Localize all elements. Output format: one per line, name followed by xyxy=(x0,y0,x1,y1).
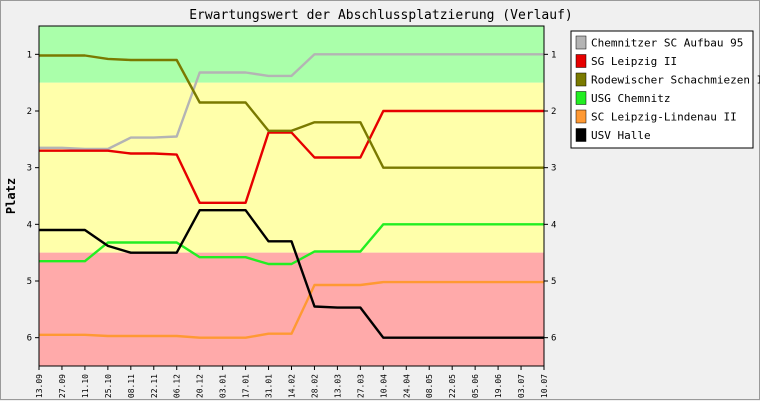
legend-label-4: SC Leipzig-Lindenau II xyxy=(591,111,737,124)
y-axis-label: Platz xyxy=(4,178,18,214)
x-tick-label: 25.10 xyxy=(104,374,113,398)
legend-swatch-5 xyxy=(575,128,587,142)
legend-swatch-2 xyxy=(575,72,587,87)
x-tick-label: 19.06 xyxy=(494,374,503,398)
y-tick-label-left: 4 xyxy=(27,220,32,230)
y-tick-label-right: 5 xyxy=(551,277,556,287)
x-tick-label: 03.01 xyxy=(219,374,228,398)
x-tick-label: 27.03 xyxy=(356,374,365,398)
x-tick-label: 03.07 xyxy=(517,374,526,398)
legend-box xyxy=(570,30,754,149)
series-line-1 xyxy=(39,109,544,205)
x-tick-label: 22.11 xyxy=(150,374,159,398)
series-line-4 xyxy=(39,280,544,339)
x-tick-label: 06.12 xyxy=(173,374,182,398)
x-tick-label: 22.05 xyxy=(448,374,457,398)
x-tick-label: 17.01 xyxy=(242,374,251,398)
series-lines xyxy=(39,53,544,339)
series-line-3 xyxy=(39,223,544,266)
x-tick-label: 27.09 xyxy=(58,374,67,398)
y-tick-label-right: 2 xyxy=(551,107,556,117)
y-tick-label-left: 1 xyxy=(27,50,32,60)
y-axis-ticks: 1 1 2 2 3 3 4 4 5 5 6 6 xyxy=(27,50,557,343)
chart-title: Erwartungswert der Abschlussplatzierung … xyxy=(189,8,573,23)
series-line-2 xyxy=(39,54,544,169)
legend-label-3: USG Chemnitz xyxy=(591,92,670,105)
legend-swatch-3 xyxy=(575,91,587,105)
band-2 xyxy=(39,252,544,366)
legend-swatch-1 xyxy=(575,54,587,68)
x-tick-label: 05.06 xyxy=(471,374,480,398)
x-tick-label: 31.01 xyxy=(265,374,274,398)
x-axis-ticks: 13.09 27.09 11.10 25.10 08.11 22.11 06.12 20.12… xyxy=(35,366,549,398)
legend-swatch-0 xyxy=(575,35,587,50)
x-tick-label: 13.09 xyxy=(35,374,44,398)
y-tick-label-right: 6 xyxy=(551,334,556,344)
x-tick-label: 14.02 xyxy=(288,374,297,398)
legend-swatch-4 xyxy=(575,109,587,124)
series-line-5 xyxy=(39,208,544,339)
y-tick-label-left: 6 xyxy=(27,334,32,344)
x-tick-label: 28.02 xyxy=(310,374,319,398)
series-line-0 xyxy=(39,53,544,151)
x-tick-label: 10.07 xyxy=(540,374,549,398)
legend-label-1: SG Leipzig II xyxy=(591,55,677,68)
y-tick-label-left: 2 xyxy=(27,107,32,117)
y-tick-label-left: 3 xyxy=(27,164,32,174)
x-tick-label: 13.03 xyxy=(333,374,342,398)
y-tick-label-left: 5 xyxy=(27,277,32,287)
x-tick-label: 08.05 xyxy=(425,374,434,398)
legend-label-2: Rodewischer Schachmiezen II xyxy=(591,74,760,87)
x-tick-label: 10.04 xyxy=(379,374,388,398)
y-tick-label-right: 4 xyxy=(551,220,556,230)
legend-label-5: USV Halle xyxy=(591,129,651,142)
x-tick-label: 24.04 xyxy=(402,374,411,398)
legend-label-0: Chemnitzer SC Aufbau 95 xyxy=(591,37,743,50)
x-tick-label: 08.11 xyxy=(127,374,136,398)
x-tick-label: 11.10 xyxy=(81,374,90,398)
y-tick-label-right: 3 xyxy=(551,164,556,174)
y-tick-label-right: 1 xyxy=(551,50,556,60)
x-tick-label: 20.12 xyxy=(196,374,205,398)
legend: Chemnitzer SC Aufbau 95 SG Leipzig II Rode… xyxy=(570,30,760,149)
